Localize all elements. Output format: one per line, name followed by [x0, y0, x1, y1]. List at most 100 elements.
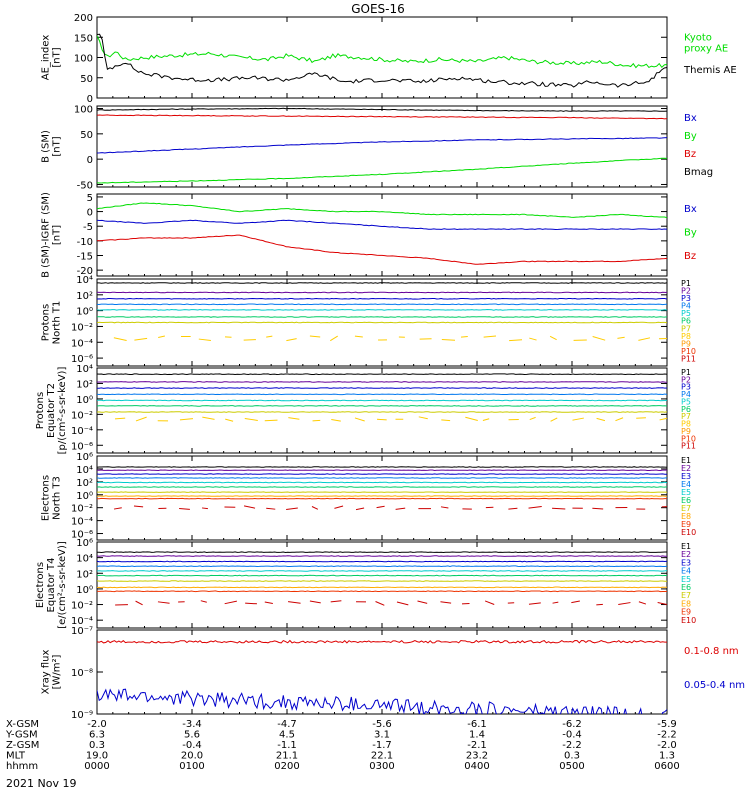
panel-frame: [96, 193, 668, 277]
panel-8: 10⁻⁹ 10⁻⁸ 10⁻⁷ Xray flux [W/m²] 0.1-0.8 nm 0.0…: [41, 626, 746, 721]
series-segment: [286, 338, 297, 342]
y-tick-label: 10²: [76, 569, 93, 580]
legend-entry: E1: [681, 542, 691, 551]
y-tick-label: 10⁻²: [71, 504, 93, 515]
legend-entry: E8: [681, 512, 691, 521]
legend-entry: P8: [681, 420, 691, 429]
series-line: [97, 234, 667, 265]
legend-entry: E6: [681, 583, 691, 592]
series-segment: [465, 416, 478, 422]
y-axis-label: AE_index: [41, 35, 52, 81]
series-line: [97, 639, 667, 644]
series-segment: [482, 418, 490, 421]
ephemeris-value: -3.4: [182, 719, 202, 730]
ephemeris-value: 23.2: [466, 751, 488, 762]
series-segment: [334, 505, 344, 509]
series-segment: [198, 338, 211, 342]
y-axis-label: B (SM): [41, 130, 52, 163]
series-line: [97, 580, 667, 582]
series-segment: [441, 419, 451, 422]
series-segment: [179, 418, 194, 421]
y-axis-label: B (SM)-IGRF (SM): [41, 192, 52, 278]
series-segment: [309, 335, 321, 338]
series-segment: [529, 416, 536, 421]
series-segment: [243, 339, 256, 341]
y-tick-label: 10⁻⁶: [71, 530, 93, 541]
ephemeris-value: -0.4: [182, 740, 202, 751]
legend-entry: P7: [681, 412, 691, 421]
panel-7: 10⁻⁴ 10⁻² 10⁰ 10² 10⁴ 10⁶ Electrons Equator T4[…: [35, 538, 696, 629]
y-axis-label: Equator T4: [46, 558, 57, 613]
ephemeris-row-label: X-GSM: [6, 719, 39, 730]
legend-entry: E10: [681, 616, 696, 625]
y-tick-label: -15: [77, 252, 93, 263]
series-line: [97, 387, 667, 389]
series-segment: [484, 600, 495, 605]
ephemeris-value: 0300: [369, 761, 394, 772]
series-segment: [376, 505, 385, 509]
series-line: [97, 291, 667, 294]
series-segment: [158, 335, 165, 338]
series-segment: [592, 507, 604, 510]
series-segment: [596, 417, 606, 422]
ephemeris-value: -2.2: [657, 730, 677, 741]
ephemeris-value: -2.2: [562, 740, 582, 751]
ephemeris-value: -5.6: [372, 719, 392, 730]
y-axis-label: [e/(cm²-s-sr-keV)]: [57, 541, 68, 629]
y-tick-label: 10⁰: [76, 395, 93, 406]
panel-frame: [96, 16, 668, 99]
y-tick-label: 5: [87, 193, 93, 204]
y-tick-label: 10⁻⁹: [71, 710, 93, 721]
legend-entry: Bx: [684, 204, 697, 215]
series-line: [97, 469, 667, 472]
ephemeris-value: 0000: [84, 761, 109, 772]
series-line: [97, 586, 667, 589]
series-segment: [528, 602, 541, 605]
series-line: [97, 555, 667, 557]
legend-entry: P11: [681, 354, 696, 363]
series-line: [97, 486, 667, 488]
series-segment: [264, 419, 278, 422]
legend-entry: E5: [681, 575, 691, 584]
legend-entry: Bz: [684, 149, 696, 160]
y-tick-label: 100: [74, 54, 93, 65]
legend-entry: E7: [681, 591, 691, 600]
y-tick-label: 10⁴: [76, 275, 93, 286]
ephemeris-value: -2.0: [87, 719, 107, 730]
series-group: [97, 551, 667, 606]
legend-entry: P10: [681, 347, 696, 356]
y-tick-label: 10⁰: [76, 491, 93, 502]
series-segment: [460, 335, 468, 338]
series-group: [97, 33, 667, 88]
y-axis-label: [p/(cm²-s-sr-keV)]: [57, 367, 68, 455]
legend-entry: By: [684, 227, 697, 238]
legend-entry: P1: [681, 368, 691, 377]
series-line: [97, 551, 667, 554]
series-line: [97, 35, 667, 69]
series-segment: [571, 600, 580, 604]
legend-entry: E5: [681, 488, 691, 497]
series-line: [97, 373, 667, 376]
ephemeris-value: -1.7: [372, 740, 392, 751]
series-segment: [266, 507, 276, 510]
series-segment: [331, 418, 341, 422]
series-line: [97, 114, 667, 120]
series-segment: [355, 507, 365, 511]
legend-entry: E9: [681, 520, 691, 529]
ephemeris-value: 1.4: [469, 730, 485, 741]
ephemeris-value: 6.3: [89, 730, 105, 741]
y-tick-label: 10⁴: [76, 364, 93, 375]
series-line: [97, 466, 667, 468]
y-tick-label: 50: [80, 130, 93, 141]
series-group: [97, 282, 667, 342]
y-tick-label: 10⁻²: [71, 322, 93, 333]
ephemeris-table: X-GSM -2.0 -3.4 -4.7 -5.6 -6.1 -6.2 -5.9 Y-GSM 6.…: [5, 719, 680, 772]
ephemeris-value: -2.1: [467, 740, 487, 751]
ephemeris-value: -6.1: [467, 719, 487, 730]
series-segment: [243, 505, 256, 509]
y-tick-label: 10²: [76, 291, 93, 302]
series-line: [97, 481, 667, 484]
